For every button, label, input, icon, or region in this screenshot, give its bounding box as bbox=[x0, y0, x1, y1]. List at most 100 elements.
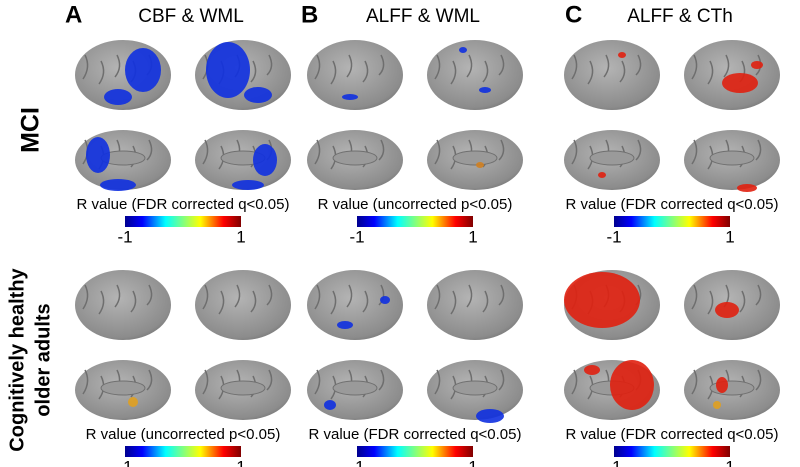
sulcus bbox=[250, 290, 257, 313]
sulcus bbox=[434, 139, 441, 165]
colorbar-label: R value (FDR corrected q<0.05) bbox=[76, 196, 289, 213]
sulcus bbox=[619, 60, 626, 83]
sulcus bbox=[498, 139, 505, 161]
sulcus bbox=[314, 139, 321, 165]
sulcus bbox=[450, 290, 457, 315]
sulcus bbox=[466, 284, 473, 308]
brain-surface bbox=[75, 130, 171, 191]
brain-surface bbox=[75, 360, 171, 420]
sulcus bbox=[635, 139, 642, 161]
row-label: Cognitively healthy bbox=[6, 267, 28, 451]
sulcus bbox=[707, 60, 714, 85]
sulcus bbox=[739, 290, 746, 313]
sulcus bbox=[571, 139, 578, 165]
brain-surface bbox=[195, 360, 291, 420]
sulcus bbox=[707, 290, 714, 315]
brain-surface bbox=[195, 130, 291, 190]
corpus-callosum bbox=[452, 380, 498, 396]
brain-surface bbox=[684, 360, 780, 420]
brain-surface bbox=[684, 40, 780, 110]
activation-blob bbox=[324, 400, 336, 410]
brain-shape bbox=[307, 270, 403, 340]
sulcus bbox=[146, 284, 153, 306]
activation-blob bbox=[206, 42, 250, 98]
sulcus bbox=[146, 369, 153, 391]
brain-shape bbox=[307, 40, 403, 110]
colorbar-min: -1 bbox=[117, 227, 132, 246]
sulcus bbox=[755, 284, 762, 306]
sulcus bbox=[691, 54, 698, 80]
colorbar-min: -1 bbox=[606, 457, 621, 467]
sulcus bbox=[330, 60, 337, 85]
sulcus bbox=[202, 139, 209, 165]
activation-blob bbox=[232, 180, 264, 190]
colorbar-max: 1 bbox=[468, 227, 477, 246]
colorbar bbox=[357, 446, 473, 457]
corpus-callosum bbox=[589, 150, 635, 166]
activation-blob bbox=[751, 61, 763, 69]
colorbar-max: 1 bbox=[725, 227, 734, 246]
colorbar-min: -1 bbox=[349, 227, 364, 246]
row-label: older adults bbox=[32, 303, 54, 416]
sulcus bbox=[98, 60, 105, 85]
corpus-callosum bbox=[220, 380, 266, 396]
colorbar-min: -1 bbox=[349, 457, 364, 467]
sulcus bbox=[498, 284, 505, 306]
activation-blob bbox=[564, 272, 640, 328]
sulcus bbox=[691, 139, 698, 165]
brain-surface bbox=[427, 40, 523, 110]
activation-blob bbox=[476, 409, 504, 423]
sulcus bbox=[482, 290, 489, 313]
sulcus bbox=[466, 54, 473, 78]
activation-blob bbox=[610, 360, 654, 410]
brain-surface bbox=[564, 360, 660, 420]
sulcus bbox=[498, 54, 505, 76]
activation-blob bbox=[716, 377, 728, 393]
brain-surface bbox=[427, 360, 523, 423]
brain-surface bbox=[564, 270, 660, 340]
sulcus bbox=[587, 60, 594, 85]
sulcus bbox=[434, 284, 441, 310]
panel-title: CBF & WML bbox=[138, 6, 244, 27]
activation-blob bbox=[479, 87, 491, 93]
activation-blob bbox=[337, 321, 353, 329]
colorbar bbox=[614, 446, 730, 457]
activation-blob bbox=[125, 48, 161, 92]
sulcus bbox=[146, 139, 153, 161]
sulcus bbox=[378, 284, 385, 306]
sulcus bbox=[266, 284, 273, 306]
sulcus bbox=[82, 369, 89, 395]
corpus-callosum bbox=[332, 380, 378, 396]
corpus-callosum bbox=[709, 150, 755, 166]
brain-surface bbox=[307, 270, 403, 340]
brain-surface bbox=[195, 40, 291, 110]
colorbar-label: R value (uncorrected p<0.05) bbox=[318, 196, 513, 213]
corpus-callosum bbox=[332, 150, 378, 166]
panel-title: ALFF & WML bbox=[366, 6, 480, 27]
brain-surface bbox=[75, 270, 171, 340]
activation-blob bbox=[253, 144, 277, 176]
sulcus bbox=[114, 54, 121, 78]
brain-shape bbox=[195, 270, 291, 340]
colorbar-label: R value (FDR corrected q<0.05) bbox=[565, 426, 778, 443]
activation-blob bbox=[100, 179, 136, 191]
sulcus bbox=[202, 284, 209, 310]
sulcus bbox=[346, 54, 353, 78]
brain-surface bbox=[564, 130, 660, 190]
sulcus bbox=[378, 369, 385, 391]
brain-surface bbox=[684, 130, 780, 192]
sulcus bbox=[314, 54, 321, 80]
brain-surface bbox=[564, 40, 660, 110]
activation-blob bbox=[618, 52, 626, 58]
brain-surface bbox=[307, 40, 403, 110]
activation-blob bbox=[128, 397, 138, 407]
colorbar-min: -1 bbox=[606, 227, 621, 246]
panel-letter: B bbox=[301, 1, 318, 28]
brain-surface bbox=[307, 130, 403, 190]
activation-blob bbox=[380, 296, 390, 304]
sulcus bbox=[130, 290, 137, 313]
sulcus bbox=[202, 369, 209, 395]
sulcus bbox=[250, 60, 257, 83]
activation-blob bbox=[598, 172, 606, 178]
